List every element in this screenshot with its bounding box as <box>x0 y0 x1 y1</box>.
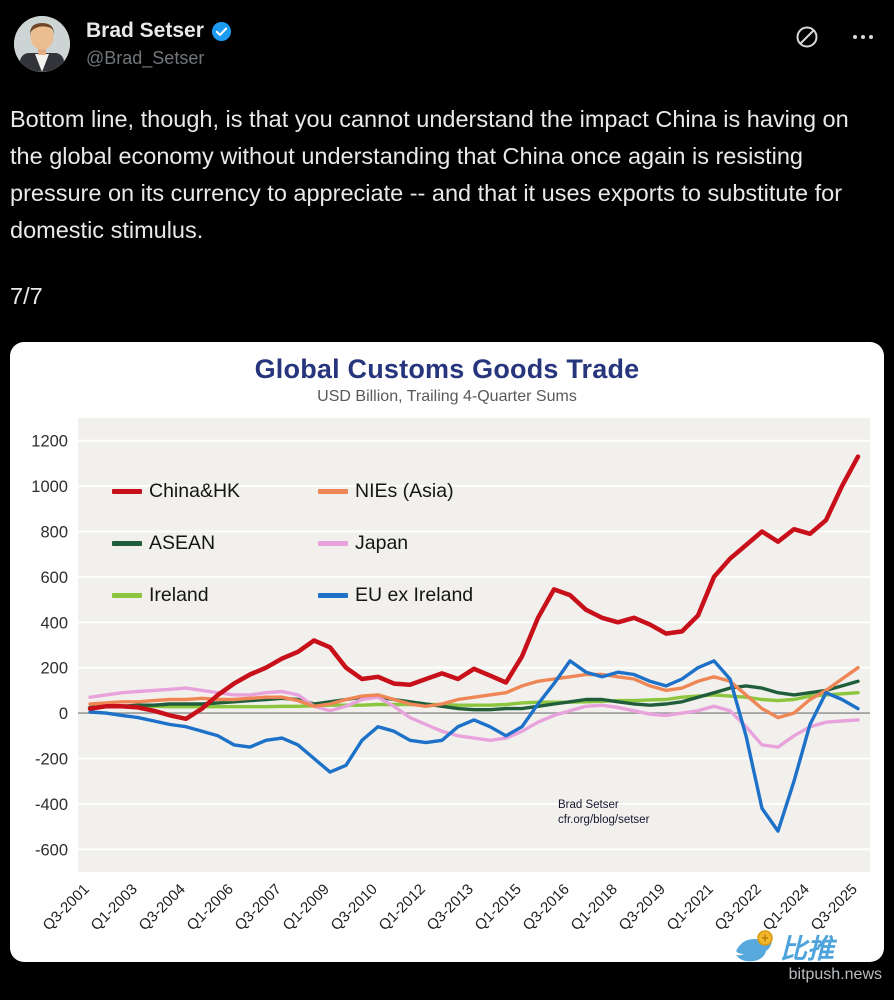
legend-label: EU ex Ireland <box>355 584 474 606</box>
legend-swatch <box>318 541 348 546</box>
chart-title: Global Customs Goods Trade <box>254 354 640 384</box>
svg-text:Brad Setser: Brad Setser <box>558 799 619 811</box>
svg-text:1000: 1000 <box>31 478 68 496</box>
svg-text:400: 400 <box>40 614 68 632</box>
author-name[interactable]: Brad Setser <box>86 19 204 42</box>
thread-position: 7/7 <box>10 283 43 309</box>
svg-text:Q1-2006: Q1-2006 <box>184 881 237 934</box>
svg-text:200: 200 <box>40 660 68 678</box>
svg-text:Q3-2019: Q3-2019 <box>616 881 669 934</box>
author-block: Brad Setser @Brad_Setser <box>86 16 232 72</box>
legend-label: Ireland <box>149 584 209 606</box>
svg-text:Q1-2015: Q1-2015 <box>472 881 525 934</box>
legend-item-china-hk: China&HK <box>112 480 308 503</box>
grok-icon[interactable] <box>794 24 820 50</box>
svg-text:Q1-2012: Q1-2012 <box>376 881 429 934</box>
trade-line-chart: -600 -400 -200 0 200 400 600 800 1000 1200 Q3-2001… <box>31 418 870 934</box>
svg-text:Q3-2004: Q3-2004 <box>136 881 189 934</box>
svg-text:-600: -600 <box>35 841 68 859</box>
legend-label: ASEAN <box>149 532 216 554</box>
svg-text:Q3-2007: Q3-2007 <box>232 881 285 934</box>
tweet-header: Brad Setser @Brad_Setser <box>14 16 880 72</box>
bitpush-watermark: 比推 bitpush.news <box>732 927 882 984</box>
svg-text:-200: -200 <box>35 751 68 769</box>
legend-label: NIEs (Asia) <box>355 480 454 502</box>
svg-text:Q1-2003: Q1-2003 <box>88 881 141 934</box>
legend-swatch <box>318 489 348 494</box>
legend-item-eu-ex-ireland: EU ex Ireland <box>318 584 473 607</box>
bitpush-brand: 比推 <box>780 934 834 964</box>
svg-text:cfr.org/blog/setser: cfr.org/blog/setser <box>558 814 650 826</box>
svg-text:Q1-2009: Q1-2009 <box>280 881 333 934</box>
svg-text:Q3-2001: Q3-2001 <box>40 881 93 934</box>
bitpush-site: bitpush.news <box>788 966 882 983</box>
svg-text:Q3-2013: Q3-2013 <box>424 881 477 934</box>
legend-swatch <box>112 541 142 546</box>
svg-text:Q1-2021: Q1-2021 <box>664 881 717 934</box>
svg-text:0: 0 <box>59 705 68 723</box>
svg-text:-400: -400 <box>35 796 68 814</box>
legend-item-japan: Japan <box>318 532 473 555</box>
verified-badge-icon <box>211 21 231 41</box>
tweet-body: Bottom line, though, is that you cannot … <box>10 106 849 243</box>
legend-swatch <box>318 593 348 598</box>
svg-text:Q3-2010: Q3-2010 <box>328 881 381 934</box>
author-handle[interactable]: @Brad_Setser <box>86 48 205 68</box>
chart-legend: China&HK NIEs (Asia) ASEAN Japan Ireland… <box>112 480 473 607</box>
chart-subtitle: USD Billion, Trailing 4-Quarter Sums <box>317 388 577 405</box>
svg-text:Q3-2016: Q3-2016 <box>520 881 573 934</box>
legend-item-nies-asia: NIEs (Asia) <box>318 480 473 503</box>
svg-text:800: 800 <box>40 524 68 542</box>
tweet-media-chart[interactable]: Global Customs Goods Trade USD Billion, … <box>10 342 884 962</box>
more-icon[interactable] <box>850 24 876 50</box>
avatar-image <box>14 16 70 72</box>
legend-swatch <box>112 593 142 598</box>
svg-text:600: 600 <box>40 569 68 587</box>
legend-item-asean: ASEAN <box>112 532 308 555</box>
svg-text:Q1-2018: Q1-2018 <box>568 881 621 934</box>
avatar[interactable] <box>14 16 70 72</box>
svg-text:1200: 1200 <box>31 433 68 451</box>
legend-label: China&HK <box>149 480 241 502</box>
tweet-actions <box>794 24 876 50</box>
legend-item-ireland: Ireland <box>112 584 308 607</box>
legend-label: Japan <box>355 532 409 554</box>
legend-swatch <box>112 489 142 494</box>
bird-logo-icon <box>736 929 773 961</box>
